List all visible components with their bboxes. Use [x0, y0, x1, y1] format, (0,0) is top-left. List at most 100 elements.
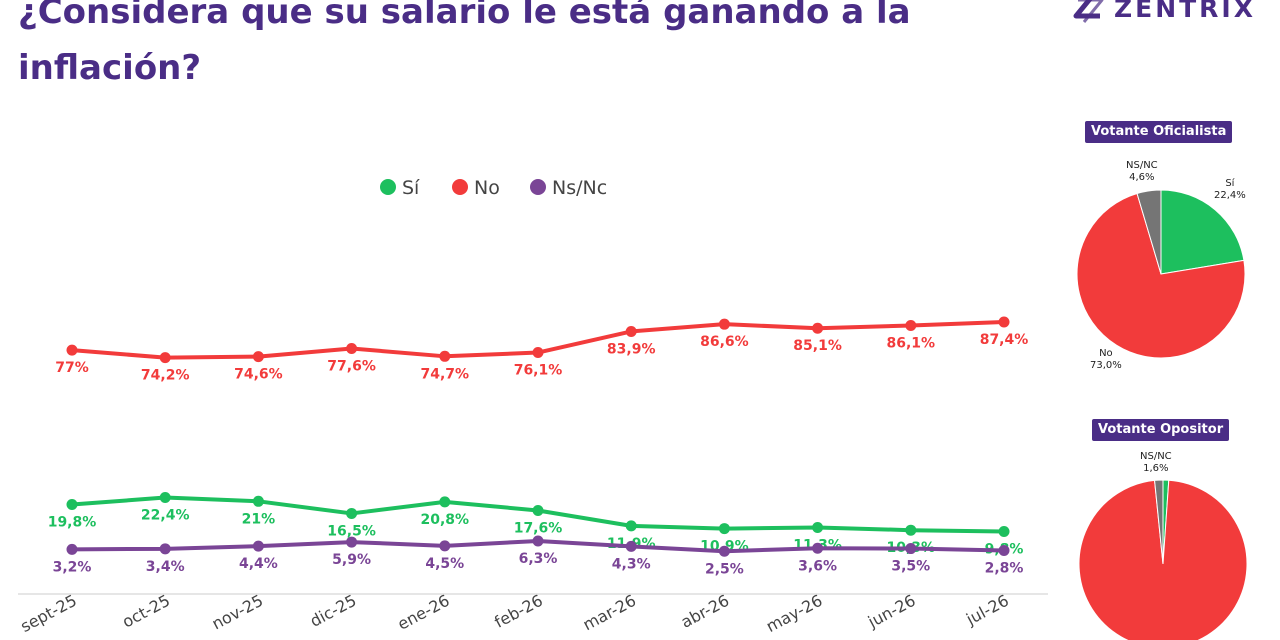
data-label-nsnc: 3,2% — [53, 559, 92, 575]
data-label-no: 77,6% — [327, 358, 376, 374]
data-label-no: 74,7% — [421, 366, 470, 382]
data-point-nsnc — [66, 543, 78, 555]
data-point-no — [439, 350, 451, 362]
x-tick-label: ene-26 — [394, 591, 452, 634]
pie-title-opositor: Votante Opositor — [1092, 419, 1230, 441]
pie-label-value: 22,4% — [1214, 190, 1246, 201]
logo-text: ZENTRIX — [1114, 0, 1257, 23]
pie-label-oficialista-no: No 73,0% — [1090, 348, 1122, 372]
data-label-no: 83,9% — [607, 341, 656, 357]
data-label-nsnc: 3,5% — [891, 559, 930, 575]
data-label-no: 86,6% — [700, 334, 749, 350]
legend-marker-no — [452, 179, 468, 195]
data-label-no: 74,2% — [141, 368, 190, 384]
data-label-nsnc: 3,4% — [146, 559, 185, 575]
data-point-no — [346, 342, 358, 354]
pie-label-value: 4,6% — [1129, 172, 1155, 183]
data-label-nsnc: 6,3% — [519, 551, 558, 567]
pie-slice-s — [1160, 189, 1245, 275]
pie-label-value: 73,0% — [1090, 360, 1122, 371]
data-label-no: 87,4% — [980, 332, 1029, 348]
x-tick-label: dic-25 — [307, 591, 360, 631]
data-point-no — [532, 347, 544, 359]
data-label-nsnc: 3,6% — [798, 558, 837, 574]
data-label-nsnc: 2,5% — [705, 561, 744, 577]
line-chart: sept-25 oct-25 nov-25 dic-25 ene-26 feb-26 mar… — [17, 177, 1048, 636]
x-tick-label: jun-26 — [864, 591, 919, 632]
data-label-nsnc: 4,5% — [425, 556, 464, 572]
data-point-no — [812, 322, 824, 334]
pie-label-oficialista-nsnc: NS/NC 4,6% — [1126, 160, 1158, 184]
data-point-si — [718, 523, 730, 535]
pie-label-name: NS/NC — [1140, 451, 1172, 462]
data-point-si — [159, 492, 171, 504]
brand-logo: ZENTRIX — [1066, 0, 1276, 34]
legend-marker-si — [380, 179, 396, 195]
legend-marker-nsnc — [530, 179, 546, 195]
data-point-no — [998, 316, 1010, 328]
data-label-nsnc: 4,3% — [612, 556, 651, 572]
data-label-no: 74,6% — [234, 367, 283, 383]
pie-label-oficialista-si: Sí 22,4% — [1214, 178, 1246, 202]
x-tick-label: mar-26 — [580, 591, 639, 635]
pie-title-oficialista: Votante Oficialista — [1085, 121, 1233, 143]
data-point-si — [998, 526, 1010, 538]
data-point-no — [905, 320, 917, 332]
x-tick-label: sept-25 — [17, 591, 80, 636]
legend-label-no: No — [474, 177, 500, 199]
data-label-si: 21% — [242, 511, 276, 527]
pie-label-opositor-nsnc: NS/NC 1,6% — [1140, 451, 1172, 475]
data-point-si — [66, 499, 78, 511]
legend-label-nsnc: Ns/Nc — [552, 177, 607, 199]
data-point-nsnc — [159, 543, 171, 555]
data-label-no: 85,1% — [793, 338, 842, 354]
pie-label-name: NS/NC — [1126, 160, 1158, 171]
data-point-si — [905, 524, 917, 536]
pie-slice-nsnc — [1154, 479, 1164, 565]
data-point-si — [252, 495, 264, 507]
data-point-si — [346, 507, 358, 519]
data-point-nsnc — [905, 543, 917, 555]
data-label-nsnc: 4,4% — [239, 556, 278, 572]
data-point-si — [532, 504, 544, 516]
pie-slice-nsnc — [1136, 189, 1162, 275]
data-label-si: 17,6% — [514, 520, 563, 536]
pie-label-value: 1,6% — [1143, 463, 1169, 474]
x-tick-label: may-26 — [763, 591, 826, 636]
data-label-nsnc: 2,8% — [985, 560, 1024, 576]
data-label-si: 19,8% — [48, 515, 97, 531]
page-title: ¿Considera que su salario le está ganand… — [18, 0, 911, 88]
data-point-no — [252, 351, 264, 363]
pie-slice-no — [1078, 479, 1248, 640]
x-tick-label: oct-25 — [119, 591, 173, 632]
data-label-si: 16,5% — [327, 523, 376, 539]
data-point-nsnc — [532, 535, 544, 547]
data-point-nsnc — [998, 544, 1010, 556]
pie-slice-no — [1076, 192, 1246, 359]
x-tick-label: nov-25 — [209, 591, 267, 634]
data-point-si — [439, 496, 451, 508]
data-point-nsnc — [439, 540, 451, 552]
data-point-no — [718, 318, 730, 330]
pie-chart-oficialista — [1076, 189, 1246, 359]
pie-label-name: Sí — [1225, 178, 1235, 189]
zentrix-logo-icon — [1073, 0, 1104, 23]
data-point-si — [812, 521, 824, 533]
data-point-nsnc — [718, 545, 730, 557]
pie-label-name: No — [1099, 348, 1113, 359]
x-tick-label: feb-26 — [491, 591, 546, 632]
data-label-no: 76,1% — [514, 363, 563, 379]
data-point-no — [159, 352, 171, 364]
data-point-nsnc — [812, 542, 824, 554]
data-label-nsnc: 5,9% — [332, 552, 371, 568]
data-label-si: 22,4% — [141, 508, 190, 524]
data-point-nsnc — [625, 540, 637, 552]
data-label-no: 77% — [55, 360, 89, 376]
legend-label-si: Sí — [402, 177, 420, 199]
data-label-si: 20,8% — [421, 512, 470, 528]
x-tick-label: abr-26 — [678, 591, 733, 632]
data-point-si — [625, 520, 637, 532]
data-point-no — [625, 325, 637, 337]
data-point-no — [66, 344, 78, 356]
data-point-nsnc — [346, 536, 358, 548]
